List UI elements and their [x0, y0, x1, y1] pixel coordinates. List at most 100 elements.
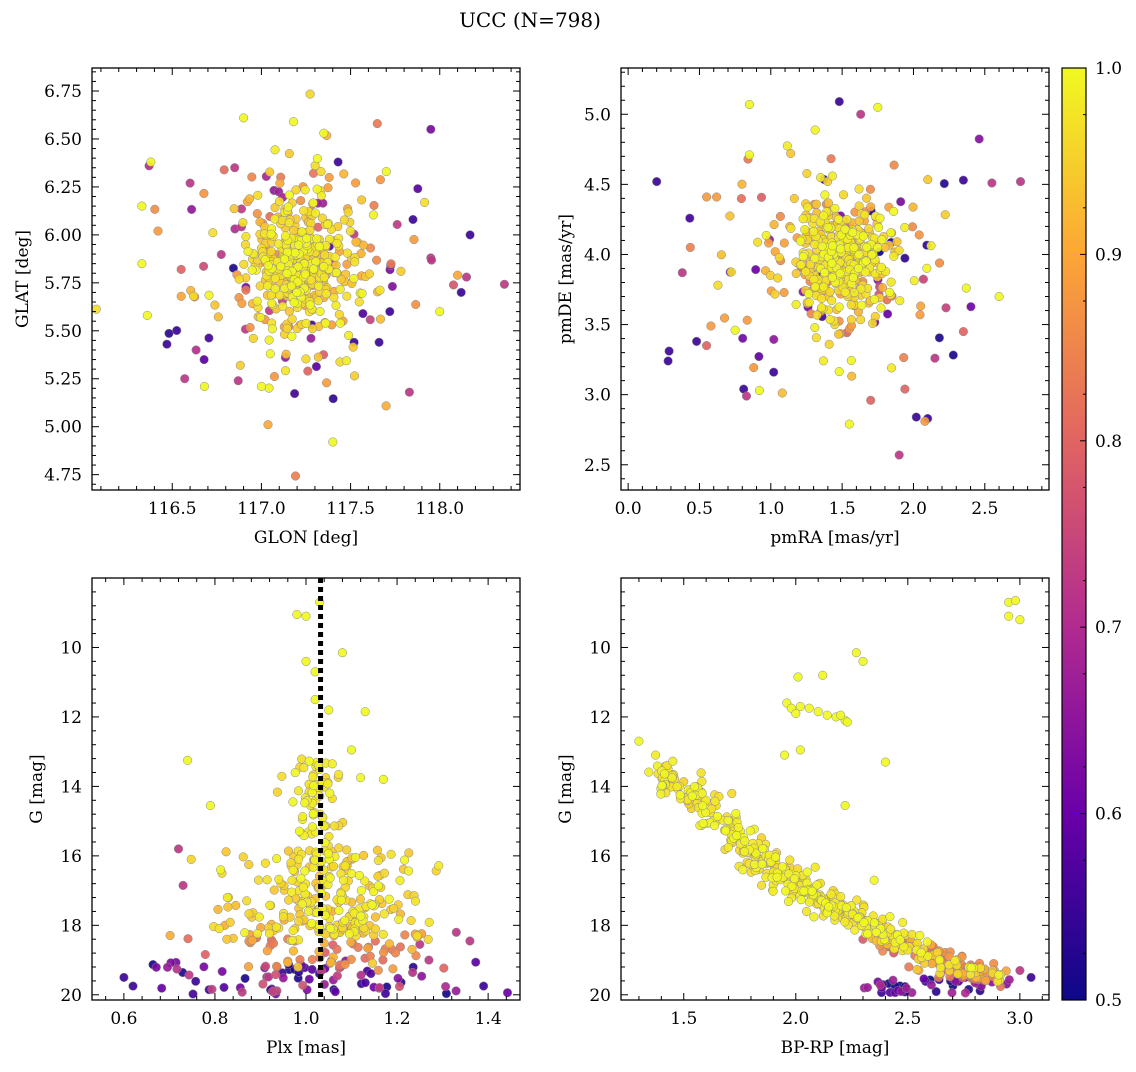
plx-star-point	[334, 905, 344, 916]
sky-star-point	[239, 259, 249, 269]
sky-star-point	[237, 298, 247, 308]
pm-star-point	[1015, 177, 1026, 187]
sky-star-point	[303, 366, 313, 376]
sky-star-point	[290, 471, 301, 481]
sky-star-point	[241, 285, 251, 295]
plx-star-point	[165, 930, 175, 941]
sky-star-point	[307, 324, 317, 334]
pm-star-point	[974, 134, 984, 144]
plx-star-point	[217, 966, 227, 977]
plx-star-point	[340, 915, 350, 925]
plx-star-point	[295, 955, 305, 965]
pm-star-point	[894, 450, 904, 460]
pm-star-point	[907, 222, 918, 232]
cmd-star-point	[657, 781, 667, 791]
pm-star-point	[730, 325, 740, 335]
plx-star-point	[424, 917, 434, 927]
sky-star-point	[233, 376, 243, 386]
plx-star-point	[394, 914, 404, 924]
pm-star-point	[742, 315, 752, 325]
sky-star-point	[321, 318, 331, 328]
cmd-star-point	[697, 776, 707, 786]
sky-star-point	[456, 287, 466, 297]
y-tick-label: 6.75	[44, 82, 82, 102]
pm-star-point	[826, 154, 836, 164]
plx-star-point	[253, 875, 264, 885]
sky-star-point	[245, 194, 255, 204]
plx-star-point	[479, 981, 489, 991]
sky-star-point	[385, 307, 395, 317]
sky-star-point	[315, 306, 325, 316]
figure-title: UCC (N=798)	[459, 8, 601, 32]
sky-star-point	[375, 314, 386, 324]
pm-star-point	[726, 267, 736, 277]
sky-star-point	[329, 293, 339, 303]
pm-star-point	[741, 391, 752, 401]
cmd-star-point	[804, 897, 814, 907]
pm-star-point	[895, 296, 905, 306]
sky-star-point	[333, 157, 343, 167]
sky-y-axis-label: GLAT [deg]	[13, 230, 33, 328]
sky-star-point	[229, 204, 239, 214]
sky-star-point	[314, 281, 324, 291]
pm-star-point	[795, 236, 806, 246]
sky-star-point	[153, 226, 163, 236]
plx-star-point	[225, 917, 235, 927]
sky-star-point	[309, 264, 319, 274]
sky-star-point	[339, 169, 349, 179]
cmd-star-point	[799, 886, 809, 896]
cmd-star-point	[727, 788, 737, 798]
x-tick-label: 0.0	[615, 499, 642, 519]
plx-star-point	[400, 930, 410, 940]
pm-star-point	[853, 263, 864, 273]
plx-star-point	[244, 909, 254, 919]
sky-star-point	[243, 246, 253, 257]
plx-star-point	[287, 935, 297, 945]
sky-star-point	[324, 172, 334, 182]
pm-star-point	[774, 252, 784, 263]
x-tick-label: 1.5	[670, 1009, 697, 1029]
plx-star-point	[254, 912, 264, 922]
x-tick-label: 0.8	[201, 1009, 228, 1029]
plx-star-point	[337, 648, 347, 658]
sky-star-point	[396, 266, 406, 276]
pm-star-point	[810, 282, 820, 292]
plx-star-point	[274, 874, 284, 884]
sky-star-point	[374, 337, 384, 347]
plx-star-point	[356, 911, 366, 921]
pm-star-point	[923, 175, 933, 185]
cmd-star-point	[731, 808, 741, 819]
pm-star-point	[873, 102, 883, 112]
sky-star-point	[348, 342, 358, 352]
plx-star-point	[355, 894, 365, 904]
x-tick-label: 1.0	[757, 499, 784, 519]
cmd-star-point	[862, 982, 873, 993]
pm-y-axis-label: pmDE [mas/yr]	[556, 214, 576, 344]
sky-star-point	[350, 257, 360, 267]
pm-star-point	[834, 329, 844, 339]
cmd-star-point	[697, 788, 707, 798]
plx-star-point	[151, 962, 161, 972]
y-tick-label: 5.00	[44, 418, 82, 438]
y-tick-label: 2.5	[584, 456, 611, 476]
plx-star-point	[471, 957, 481, 967]
pm-star-point	[916, 301, 926, 311]
y-tick-label: 20	[589, 986, 611, 1006]
pm-star-point	[804, 297, 814, 307]
pm-star-point	[761, 230, 771, 241]
cmd-star-point	[733, 822, 743, 833]
y-tick-label: 6.25	[44, 178, 82, 198]
cmd-star-point	[907, 929, 917, 940]
sky-star-point	[299, 206, 309, 216]
cmd-star-point	[710, 821, 720, 831]
sky-star-point	[265, 167, 275, 177]
plx-star-point	[294, 854, 304, 864]
sky-star-point	[284, 190, 294, 200]
plx-star-point	[293, 962, 303, 972]
plx-star-point	[308, 772, 318, 782]
plx-star-point	[307, 954, 317, 965]
cmd-star-point	[966, 963, 976, 973]
cmd-star-point	[813, 707, 823, 717]
plx-star-point	[284, 895, 294, 905]
plx-star-point	[386, 849, 396, 859]
